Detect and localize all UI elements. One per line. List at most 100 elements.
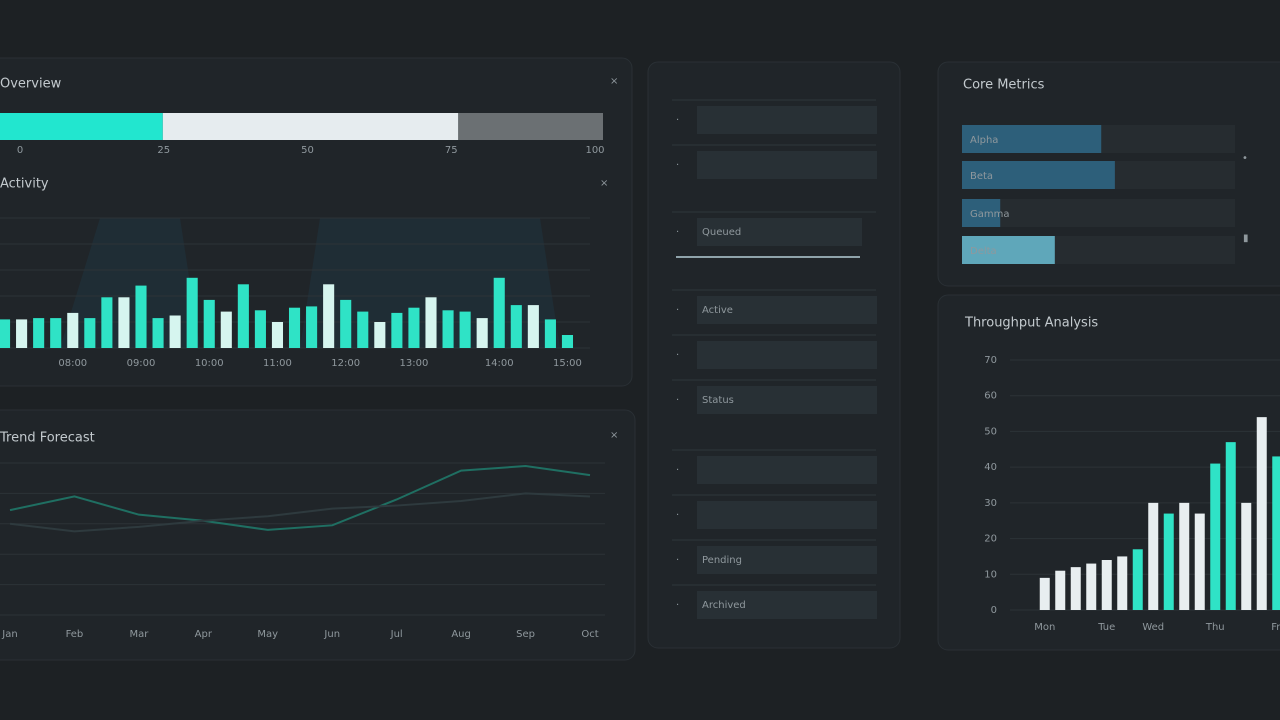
bar bbox=[118, 297, 130, 348]
row-bar bbox=[697, 151, 877, 179]
x-tick-label: Oct bbox=[581, 629, 598, 640]
bar bbox=[1210, 463, 1221, 610]
pin-icon[interactable]: • bbox=[1242, 153, 1248, 164]
bar bbox=[962, 236, 1055, 264]
row-icon: · bbox=[676, 350, 679, 361]
x-tick-label: 12:00 bbox=[331, 358, 360, 369]
bar bbox=[1132, 549, 1143, 610]
close-icon[interactable]: × bbox=[600, 178, 608, 189]
row-icon: · bbox=[676, 395, 679, 406]
row-icon: · bbox=[676, 510, 679, 521]
x-tick-label: 08:00 bbox=[58, 358, 87, 369]
bar bbox=[220, 311, 232, 348]
x-tick-label: Wed bbox=[1142, 622, 1164, 633]
row-icon: · bbox=[676, 465, 679, 476]
bar bbox=[476, 318, 488, 348]
x-tick-label: 75 bbox=[445, 145, 458, 156]
row-bar bbox=[697, 591, 877, 619]
bar bbox=[340, 299, 352, 348]
y-tick-label: 60 bbox=[984, 391, 997, 402]
bar bbox=[493, 277, 505, 348]
bar bbox=[391, 312, 403, 348]
row-label: Active bbox=[702, 305, 733, 316]
bar bbox=[1086, 563, 1097, 610]
bar bbox=[50, 318, 62, 348]
bar bbox=[1256, 417, 1267, 610]
bar bbox=[271, 322, 284, 348]
bar-label: Alpha bbox=[970, 135, 998, 146]
bar bbox=[1039, 577, 1050, 610]
row-icon: · bbox=[676, 600, 679, 611]
close-icon[interactable]: × bbox=[610, 76, 618, 87]
y-tick-label: 30 bbox=[984, 498, 997, 509]
bar bbox=[1055, 570, 1066, 610]
chart-title: Overview bbox=[0, 77, 62, 92]
bar-label: Gamma bbox=[970, 209, 1010, 220]
bar bbox=[288, 307, 301, 348]
row-label: Archived bbox=[702, 600, 746, 611]
bar bbox=[561, 335, 574, 348]
x-tick-label: 50 bbox=[301, 145, 314, 156]
bar bbox=[357, 311, 369, 348]
row-icon: · bbox=[676, 555, 679, 566]
bar bbox=[67, 312, 79, 348]
x-tick-label: Sep bbox=[516, 629, 535, 640]
bar bbox=[1117, 556, 1128, 610]
row-label: Queued bbox=[702, 227, 741, 238]
x-tick-label: 0 bbox=[17, 145, 23, 156]
x-tick-label: 15:00 bbox=[553, 358, 582, 369]
bar bbox=[1225, 442, 1236, 610]
bar bbox=[544, 319, 556, 348]
y-tick-label: 40 bbox=[984, 462, 997, 473]
panel bbox=[937, 294, 1280, 651]
bar bbox=[425, 297, 437, 348]
pin-icon[interactable]: ▮ bbox=[1243, 233, 1249, 244]
bar bbox=[1194, 513, 1205, 610]
x-tick-label: 13:00 bbox=[400, 358, 429, 369]
bar bbox=[1272, 456, 1280, 610]
row-icon: · bbox=[676, 160, 679, 171]
bar bbox=[84, 318, 96, 348]
progress-segment bbox=[162, 113, 459, 140]
row-bar bbox=[697, 386, 877, 414]
bar bbox=[135, 285, 147, 348]
row-bar bbox=[697, 296, 877, 324]
bar bbox=[962, 125, 1102, 153]
x-tick-label: 11:00 bbox=[263, 358, 292, 369]
row-icon: · bbox=[676, 115, 679, 126]
x-tick-label: Jul bbox=[390, 629, 403, 640]
bar bbox=[323, 284, 335, 348]
bar bbox=[1148, 502, 1159, 610]
x-tick-label: 25 bbox=[157, 145, 170, 156]
bar-track bbox=[962, 199, 1235, 227]
line bbox=[9, 492, 591, 533]
y-tick-label: 0 bbox=[991, 605, 997, 616]
chart-title: Trend Forecast bbox=[0, 431, 95, 446]
progress-segment bbox=[458, 113, 603, 140]
bar bbox=[527, 305, 539, 348]
bar bbox=[1070, 567, 1081, 610]
bar bbox=[16, 319, 28, 348]
bar bbox=[962, 161, 1115, 189]
bar bbox=[101, 297, 113, 348]
x-tick-label: 10:00 bbox=[195, 358, 224, 369]
x-tick-label: 100 bbox=[585, 145, 604, 156]
row-bar bbox=[697, 456, 877, 484]
close-icon[interactable]: × bbox=[610, 430, 618, 441]
x-tick-label: Feb bbox=[66, 629, 84, 640]
bar bbox=[306, 306, 318, 348]
panel bbox=[0, 409, 636, 661]
line bbox=[9, 465, 591, 531]
bar bbox=[0, 319, 11, 348]
bar-label: Delta bbox=[970, 246, 997, 257]
row-label: Pending bbox=[702, 555, 742, 566]
x-tick-label: Tue bbox=[1097, 622, 1115, 633]
row-bar bbox=[697, 546, 877, 574]
bar bbox=[442, 310, 454, 348]
bar bbox=[203, 299, 215, 348]
row-bar bbox=[697, 218, 862, 246]
bar bbox=[1101, 560, 1112, 610]
row-bar bbox=[697, 341, 877, 369]
